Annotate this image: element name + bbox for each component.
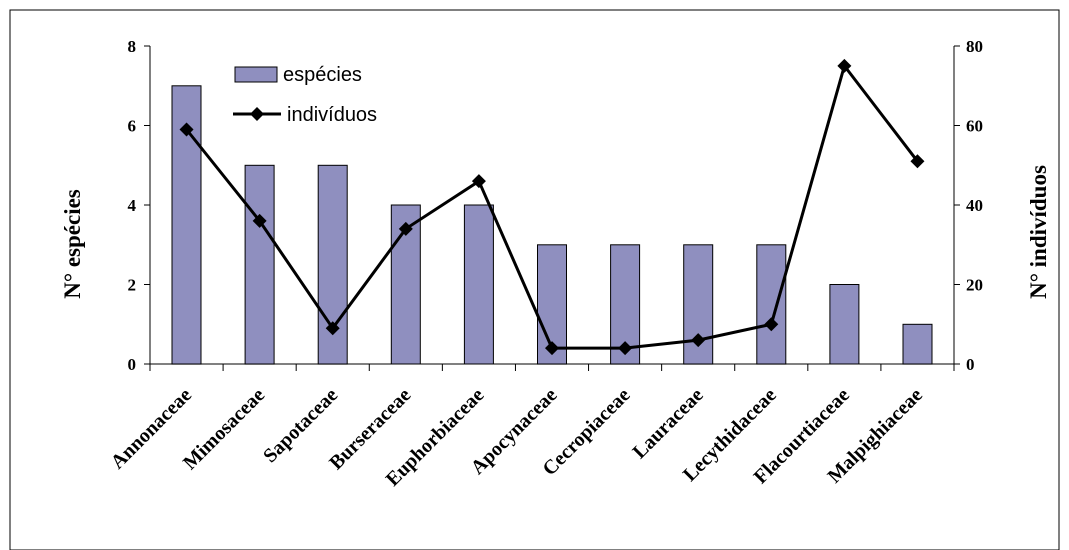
legend-label-line: indivíduos	[287, 104, 377, 126]
bar	[317, 164, 348, 365]
bar	[244, 164, 275, 365]
y2-tick-label: 80	[966, 37, 983, 56]
bar	[829, 284, 860, 365]
legend-marker-icon	[250, 107, 264, 121]
bars-layer	[171, 85, 933, 365]
line-marker	[618, 341, 633, 356]
bar	[756, 244, 787, 365]
line-marker	[325, 321, 340, 336]
bar	[390, 204, 421, 365]
line-marker	[691, 333, 706, 348]
line-marker	[910, 154, 925, 169]
y2-tick-label: 60	[966, 117, 983, 136]
line-marker	[252, 213, 267, 228]
line-marker	[764, 317, 779, 332]
y-axis-title: N° espécies	[60, 189, 85, 299]
line-layer	[179, 58, 925, 356]
bar	[902, 323, 933, 365]
y2-tick-label: 20	[966, 276, 983, 295]
y-tick-label: 0	[128, 355, 137, 374]
legend-swatch-bar	[234, 66, 278, 83]
y2-tick-label: 0	[966, 355, 975, 374]
bar	[463, 204, 494, 365]
y-tick-label: 8	[128, 37, 137, 56]
legend: espécies indivíduos	[233, 64, 377, 126]
line-marker	[837, 58, 852, 73]
y-tick-label: 4	[128, 196, 137, 215]
y2-tick-label: 40	[966, 196, 983, 215]
y-tick-label: 2	[128, 276, 137, 295]
legend-label-bars: espécies	[283, 64, 362, 86]
y2-axis-title: N° indivíduos	[1026, 165, 1051, 299]
line-marker	[471, 174, 486, 189]
chart-frame	[9, 9, 1060, 550]
line-marker	[179, 122, 194, 137]
line-marker	[545, 341, 559, 356]
line-marker	[398, 221, 413, 236]
y-tick-label: 6	[128, 117, 137, 136]
